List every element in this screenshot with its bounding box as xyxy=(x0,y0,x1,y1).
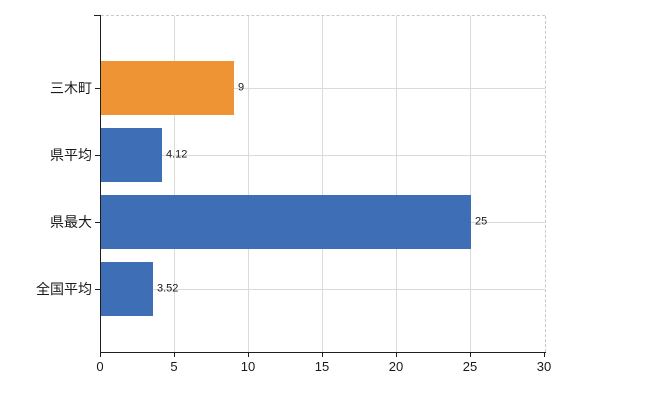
x-axis-tick xyxy=(470,353,471,357)
category-label: 全国平均 xyxy=(36,281,92,297)
x-tick-label: 10 xyxy=(240,359,256,374)
bar xyxy=(101,262,153,316)
y-axis-tick xyxy=(95,289,100,290)
x-tick-label: 30 xyxy=(536,359,552,374)
x-axis-tick xyxy=(396,353,397,357)
x-tick-label: 5 xyxy=(170,359,178,374)
x-tick-label: 0 xyxy=(96,359,104,374)
gridline-vertical xyxy=(248,16,249,352)
bar xyxy=(101,195,471,249)
gridline-vertical xyxy=(470,16,471,352)
gridline-vertical xyxy=(174,16,175,352)
x-tick-label: 20 xyxy=(388,359,404,374)
plot-right-border xyxy=(545,16,546,352)
gridline-horizontal xyxy=(101,289,545,290)
category-label: 県平均 xyxy=(50,147,92,163)
bar xyxy=(101,61,234,115)
bar-value-label: 9 xyxy=(238,81,245,94)
bar-value-label: 4.12 xyxy=(166,148,188,161)
x-axis-tick xyxy=(248,353,249,357)
category-label: 三木町 xyxy=(50,80,92,96)
x-tick-label: 15 xyxy=(314,359,330,374)
x-axis-tick xyxy=(174,353,175,357)
gridline-horizontal xyxy=(101,88,545,89)
bar xyxy=(101,128,162,182)
y-axis-top-tick xyxy=(94,15,100,16)
bar-value-label: 3.52 xyxy=(157,282,179,295)
category-label: 県最大 xyxy=(50,214,92,230)
x-axis-line xyxy=(100,352,546,353)
gridline-horizontal xyxy=(101,155,545,156)
x-tick-label: 25 xyxy=(462,359,478,374)
x-axis-tick xyxy=(100,353,101,357)
y-axis-line xyxy=(100,15,101,353)
x-axis-tick xyxy=(544,353,545,357)
y-axis-tick xyxy=(95,155,100,156)
gridline-vertical xyxy=(322,16,323,352)
gridline-vertical xyxy=(396,16,397,352)
x-axis-tick xyxy=(322,353,323,357)
y-axis-tick xyxy=(95,88,100,89)
bar-value-label: 25 xyxy=(475,215,488,228)
y-axis-tick xyxy=(95,222,100,223)
plot-top-border xyxy=(101,15,545,16)
